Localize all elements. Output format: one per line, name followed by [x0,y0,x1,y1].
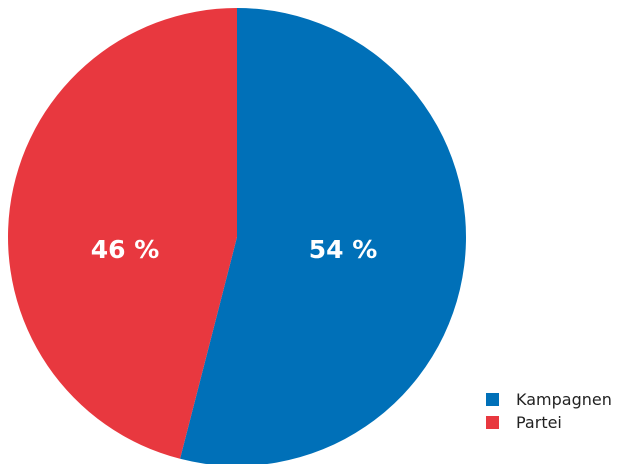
legend-item-kampagnen: Kampagnen [486,388,612,411]
legend-label-partei: Partei [516,413,562,432]
pie-slices [8,8,466,464]
slice-label-kampagnen: 54 % [309,235,378,264]
legend-swatch-kampagnen [486,393,499,406]
pie-slice-partei [8,8,237,459]
legend: Kampagnen Partei [486,388,612,434]
pie-slice-kampagnen [180,8,466,464]
legend-item-partei: Partei [486,411,612,434]
legend-swatch-partei [486,416,499,429]
pie-labels: 54 % 46 % [91,235,378,264]
legend-label-kampagnen: Kampagnen [516,390,612,409]
slice-label-partei: 46 % [91,235,160,264]
